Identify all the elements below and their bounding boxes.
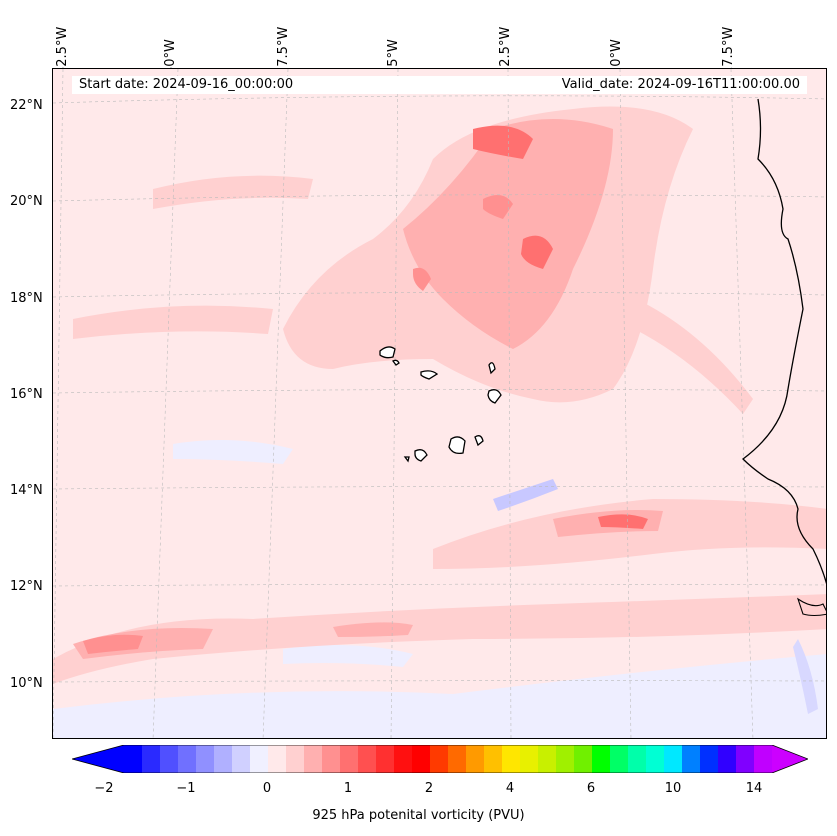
- colorbar-segment: [304, 745, 323, 773]
- colorbar-segment: [268, 745, 287, 773]
- negative-pv-region: [173, 440, 293, 464]
- positive-pv-region: [403, 119, 613, 349]
- lat-label: 12°N: [10, 579, 43, 594]
- lat-label: 18°N: [10, 291, 43, 306]
- colorbar-segment: [718, 745, 737, 773]
- colorbar-segment: [538, 745, 557, 773]
- cape-verde-islands: [379, 346, 502, 463]
- colorbar-tick: 0: [262, 781, 272, 796]
- positive-pv-region: [83, 634, 143, 654]
- colorbar-segment: [412, 745, 431, 773]
- positive-pv-region: [613, 289, 753, 414]
- positive-pv-region: [521, 235, 553, 269]
- pv-field-map: [53, 69, 826, 738]
- colorbar-tick: 1: [343, 781, 353, 796]
- colorbar-extend-min: [72, 745, 124, 773]
- colorbar-segment: [700, 745, 719, 773]
- colorbar-segment: [394, 745, 413, 773]
- positive-pv-region: [73, 305, 273, 339]
- map-panel[interactable]: [52, 68, 827, 739]
- negative-pv-region: [793, 639, 818, 714]
- colorbar-segment: [574, 745, 593, 773]
- colorbar-tick: 10: [664, 781, 682, 796]
- positive-pv-region: [598, 514, 648, 529]
- colorbar: [72, 745, 808, 773]
- colorbar-segment: [286, 745, 305, 773]
- colorbar-segment: [322, 745, 341, 773]
- negative-pv-region: [493, 479, 558, 511]
- colorbar-segment: [592, 745, 611, 773]
- colorbar-segment: [682, 745, 701, 773]
- lat-label: 14°N: [10, 483, 43, 498]
- positive-pv-region: [413, 267, 431, 291]
- colorbar-segment: [502, 745, 521, 773]
- colorbar-segment: [340, 745, 359, 773]
- colorbar-tick: 6: [586, 781, 596, 796]
- colorbar-tick: −1: [176, 781, 196, 796]
- colorbar-segment: [754, 745, 773, 773]
- lat-label: 22°N: [10, 98, 43, 113]
- title-box: [72, 76, 807, 94]
- positive-pv-region: [153, 175, 313, 209]
- colorbar-extend-max: [772, 745, 808, 773]
- negative-pv-region: [53, 654, 826, 738]
- colorbar-segment: [448, 745, 467, 773]
- positive-pv-region: [433, 499, 826, 569]
- colorbar-tick: 4: [505, 781, 515, 796]
- colorbar-segment: [664, 745, 683, 773]
- colorbar-tick: −2: [94, 781, 114, 796]
- colorbar-segment: [232, 745, 251, 773]
- colorbar-segment: [250, 745, 269, 773]
- lat-label: 10°N: [10, 676, 43, 691]
- colorbar-segment: [556, 745, 575, 773]
- colorbar-tick: 2: [424, 781, 434, 796]
- colorbar-segment: [736, 745, 755, 773]
- colorbar-segment: [196, 745, 215, 773]
- colorbar-segment: [142, 745, 161, 773]
- start-date-label: Start date: 2024-09-16_00:00:00: [79, 77, 294, 92]
- colorbar-segment: [466, 745, 485, 773]
- colorbar-segment: [214, 745, 233, 773]
- colorbar-segment: [646, 745, 665, 773]
- graticule: [53, 69, 826, 738]
- positive-pv-region: [483, 195, 513, 219]
- colorbar-segment: [358, 745, 377, 773]
- colorbar-segment: [178, 745, 197, 773]
- colorbar-tick: 14: [745, 781, 763, 796]
- colorbar-segment: [160, 745, 179, 773]
- colorbar-segment: [520, 745, 539, 773]
- colorbar-segment: [430, 745, 449, 773]
- colorbar-segment: [610, 745, 629, 773]
- valid-date-label: Valid_date: 2024-09-16T11:00:00.00: [561, 77, 800, 92]
- colorbar-segment: [124, 745, 143, 773]
- colorbar-label: 925 hPa potenital vorticity (PVU): [312, 808, 525, 823]
- colorbar-segment: [376, 745, 395, 773]
- lat-label: 16°N: [10, 387, 43, 402]
- positive-pv-region: [53, 594, 826, 684]
- coastline: [796, 597, 826, 617]
- positive-pv-region: [333, 622, 413, 637]
- colorbar-segment: [628, 745, 647, 773]
- colorbar-segment: [484, 745, 503, 773]
- coastline: [742, 98, 826, 585]
- negative-pv-region: [283, 645, 413, 667]
- lat-label: 20°N: [10, 194, 43, 209]
- positive-pv-region: [473, 125, 533, 159]
